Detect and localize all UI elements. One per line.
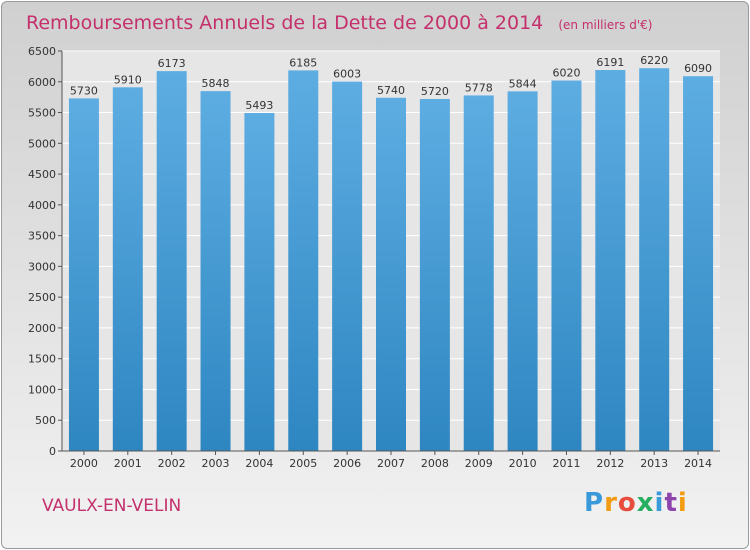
y-tick-label: 500: [35, 414, 56, 427]
y-tick-label: 6000: [28, 76, 56, 89]
y-tick-label: 3500: [28, 230, 56, 243]
bar-value-label: 6220: [640, 54, 668, 67]
bar-2001: [112, 87, 143, 452]
chart-title: Remboursements Annuels de la Dette de 20…: [26, 12, 543, 34]
y-tick-label: 2500: [28, 291, 56, 304]
bar-value-label: 5778: [465, 81, 493, 94]
x-tick-label: 2010: [509, 457, 537, 470]
x-tick-label: 2006: [333, 457, 361, 470]
bar-value-label: 5720: [421, 85, 449, 98]
bar-value-label: 6090: [684, 62, 712, 75]
x-tick-label: 2012: [596, 457, 624, 470]
axes: 0 500 1000 1500 2000 2500 3000 3500 4000 4500 5000…: [28, 45, 720, 470]
bar-value-label: 6191: [596, 56, 624, 69]
x-tick-label: 2001: [114, 457, 142, 470]
x-tick-label: 2002: [158, 457, 186, 470]
x-tick-label: 2013: [640, 457, 668, 470]
bar-value-label: 6173: [158, 57, 186, 70]
bar-value-label: 5740: [377, 84, 405, 97]
bar-2005: [288, 70, 319, 451]
y-tick-label: 5500: [28, 107, 56, 120]
bar-2014: [683, 76, 714, 451]
bar-2012: [595, 70, 626, 451]
bar-2002: [156, 71, 187, 451]
bars: 5730 5910 6173 5848 5493 6185 6003 5740 5720 5778…: [68, 54, 714, 452]
x-tick-label: 2011: [552, 457, 580, 470]
bar-2009: [463, 95, 494, 451]
bar-value-label: 6185: [289, 56, 317, 69]
x-tick-label: 2007: [377, 457, 405, 470]
logo-letter: i: [677, 488, 688, 518]
bar-2010: [507, 91, 538, 451]
y-tick-label: 4500: [28, 168, 56, 181]
y-tick-label: 6500: [28, 45, 56, 58]
bar-2013: [639, 68, 670, 451]
bar-value-label: 6020: [552, 67, 580, 80]
logo-letter: t: [664, 488, 678, 518]
logo-letter: o: [617, 488, 637, 518]
proxiti-logo: Proxiti: [584, 488, 688, 518]
bar-2006: [332, 81, 363, 451]
x-tick-label: 2000: [70, 457, 98, 470]
x-tick-label: 2014: [684, 457, 712, 470]
bar-2008: [419, 99, 450, 451]
bar-value-label: 6003: [333, 68, 361, 81]
y-tick-label: 3000: [28, 260, 56, 273]
chart-title-group: Remboursements Annuels de la Dette de 20…: [26, 12, 652, 34]
logo-letter: r: [604, 488, 618, 518]
y-tick-label: 1000: [28, 383, 56, 396]
logo-letter: i: [654, 488, 665, 518]
bar-value-label: 5910: [114, 73, 142, 86]
bar-value-label: 5844: [509, 77, 537, 90]
y-tick-label: 1500: [28, 353, 56, 366]
bar-2007: [376, 97, 406, 452]
place-name: VAULX-EN-VELIN: [42, 496, 182, 516]
x-tick-label: 2009: [465, 457, 493, 470]
logo-letter: P: [584, 488, 605, 518]
x-tick-label: 2004: [245, 457, 273, 470]
bar-2004: [244, 112, 275, 451]
bar-value-label: 5730: [70, 84, 98, 97]
y-tick-label: 4000: [28, 199, 56, 212]
x-tick-label: 2005: [289, 457, 317, 470]
y-tick-label: 5000: [28, 137, 56, 150]
bar-value-label: 5493: [245, 99, 273, 112]
bar-2011: [551, 80, 582, 452]
x-tick-label: 2008: [421, 457, 449, 470]
x-tick-label: 2003: [202, 457, 230, 470]
bar-2003: [200, 91, 231, 451]
bar-2000: [68, 98, 99, 451]
bar-value-label: 5848: [202, 77, 230, 90]
y-tick-label: 2000: [28, 322, 56, 335]
y-tick-label: 0: [49, 445, 56, 458]
chart-subtitle: (en milliers d'€): [558, 18, 652, 32]
logo-letter: x: [636, 488, 655, 518]
